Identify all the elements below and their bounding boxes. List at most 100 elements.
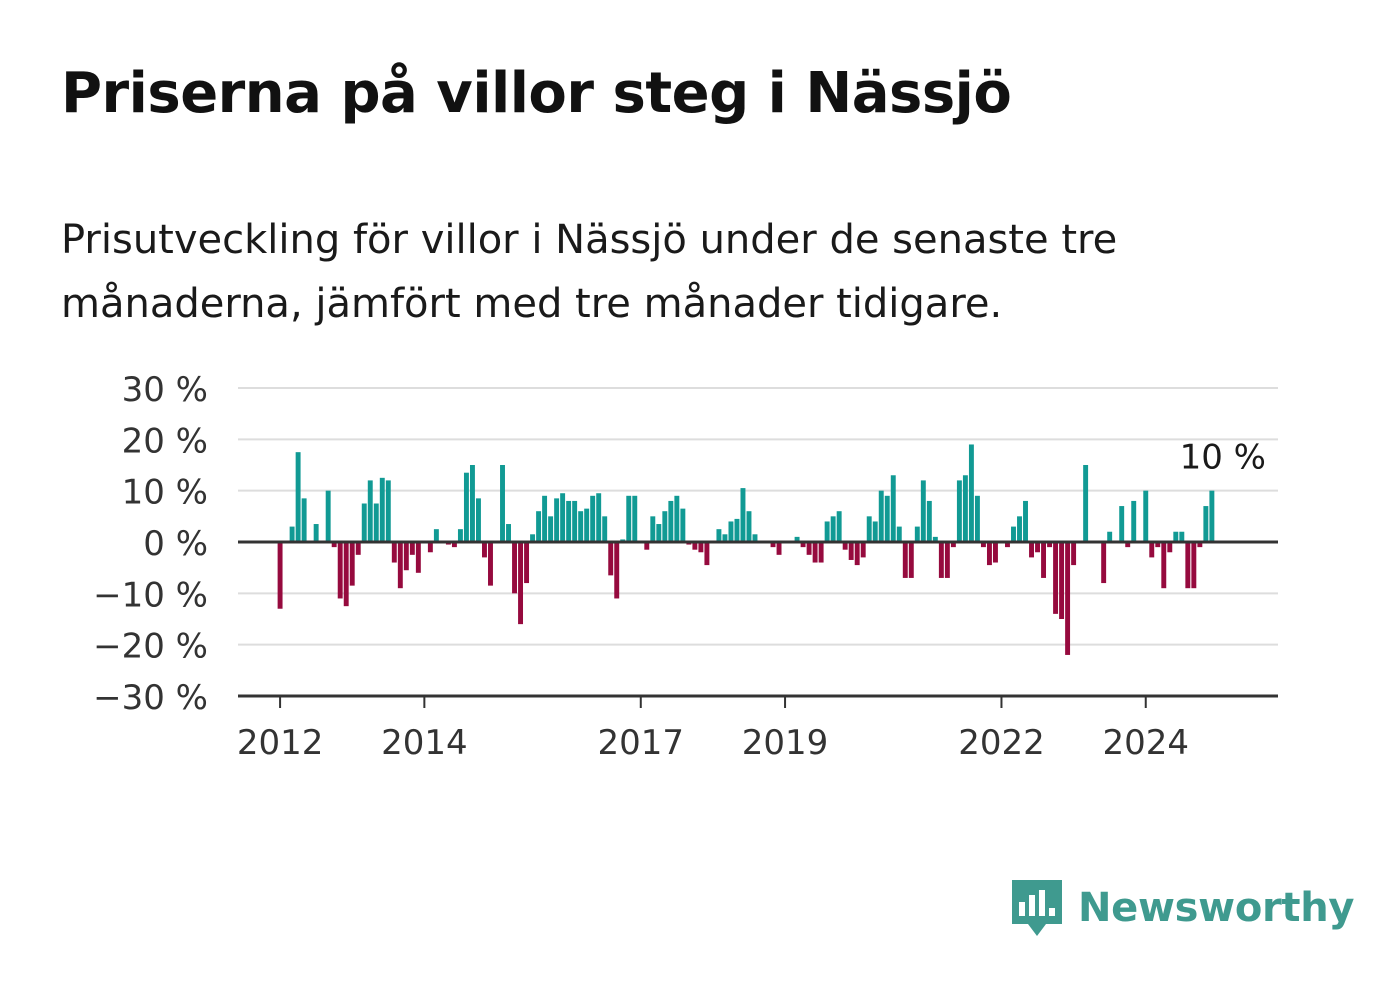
x-tick-label: 2019 [742, 723, 829, 763]
bar [800, 542, 806, 548]
bar [1173, 531, 1179, 542]
bar [962, 475, 968, 542]
bar [409, 542, 415, 555]
bar [770, 542, 776, 548]
bar [608, 542, 614, 576]
bar [572, 500, 578, 542]
bar [944, 542, 950, 578]
bar [325, 490, 331, 542]
bar [1119, 506, 1125, 542]
bar [740, 488, 746, 542]
bar [542, 495, 548, 542]
bar [427, 542, 433, 553]
y-axis-labels: 30 % 20 % 10 % 0 % −10 % −20 % −30 % [93, 370, 208, 718]
bar [968, 444, 974, 542]
x-tick-label: 2017 [598, 723, 685, 763]
y-tick-label: 30 % [122, 370, 208, 410]
bar [457, 529, 463, 542]
bar [920, 480, 926, 542]
bar [1125, 542, 1131, 548]
bar [289, 526, 295, 542]
bar [506, 524, 511, 542]
bar [367, 480, 373, 542]
y-tick-label: −30 % [93, 678, 208, 718]
bar [469, 465, 475, 542]
bar [866, 516, 872, 542]
bar [536, 511, 542, 542]
bar [806, 542, 812, 555]
axes [238, 540, 1278, 708]
bar [1161, 542, 1167, 589]
y-tick-label: −10 % [93, 575, 208, 615]
bar [698, 542, 704, 553]
bar [451, 542, 457, 548]
newsworthy-bar-chart-icon [1012, 880, 1062, 936]
bar [914, 526, 920, 542]
bar [1191, 542, 1197, 589]
bar [656, 524, 662, 542]
y-tick-label: 20 % [122, 421, 208, 461]
bar [626, 495, 632, 542]
bar [1053, 542, 1059, 614]
bar [836, 511, 842, 542]
bar [1083, 465, 1089, 542]
bar [704, 542, 710, 566]
bar [908, 542, 914, 578]
bar [566, 500, 572, 542]
bar [518, 542, 524, 625]
bar [530, 534, 536, 542]
bar [722, 534, 728, 542]
x-tick-label: 2014 [381, 723, 468, 763]
bar [1197, 542, 1203, 548]
bar [1023, 500, 1028, 542]
bar [560, 493, 566, 542]
brand-name: Newsworthy [1078, 885, 1355, 931]
bar [602, 516, 608, 542]
bar [385, 480, 391, 542]
bar [692, 542, 698, 550]
bar [1005, 542, 1010, 548]
bar [578, 511, 584, 542]
page-subtitle: Prisutveckling för villor i Nässjö under… [61, 217, 1118, 327]
bar [548, 516, 554, 542]
bar [794, 536, 800, 542]
bar [1047, 542, 1053, 548]
bar [992, 542, 998, 563]
bar [668, 500, 674, 542]
y-tick-label: −20 % [93, 627, 208, 667]
bar [878, 490, 884, 542]
y-tick-label: 0 % [143, 524, 208, 564]
bar [950, 542, 956, 548]
bar [1131, 500, 1137, 542]
bar [343, 542, 349, 607]
bar [680, 508, 686, 542]
bar [902, 542, 908, 578]
bar [403, 542, 409, 571]
bar [1185, 542, 1191, 589]
bar [980, 542, 986, 548]
bar [824, 521, 830, 542]
bar [295, 452, 301, 542]
bar [584, 508, 590, 542]
x-axis-labels: 2012 2014 2017 2019 2022 2024 [237, 723, 1189, 763]
bar [554, 498, 560, 542]
bar [433, 529, 439, 542]
bar [590, 495, 596, 542]
newsworthy-logo: Newsworthy [1010, 878, 1355, 938]
bar [818, 542, 824, 563]
bar [728, 521, 734, 542]
bar [890, 475, 896, 542]
bar [776, 542, 782, 555]
bar [884, 495, 890, 542]
bar [331, 542, 337, 548]
bar [1071, 542, 1077, 566]
bar [716, 529, 722, 542]
bar [488, 542, 493, 586]
bar [926, 500, 932, 542]
bar [1011, 526, 1016, 542]
bar [596, 493, 602, 542]
bar [872, 521, 878, 542]
page-title: Priserna på villor steg i Nässjö [61, 61, 1012, 126]
bar [986, 542, 992, 566]
bar [1059, 542, 1065, 619]
